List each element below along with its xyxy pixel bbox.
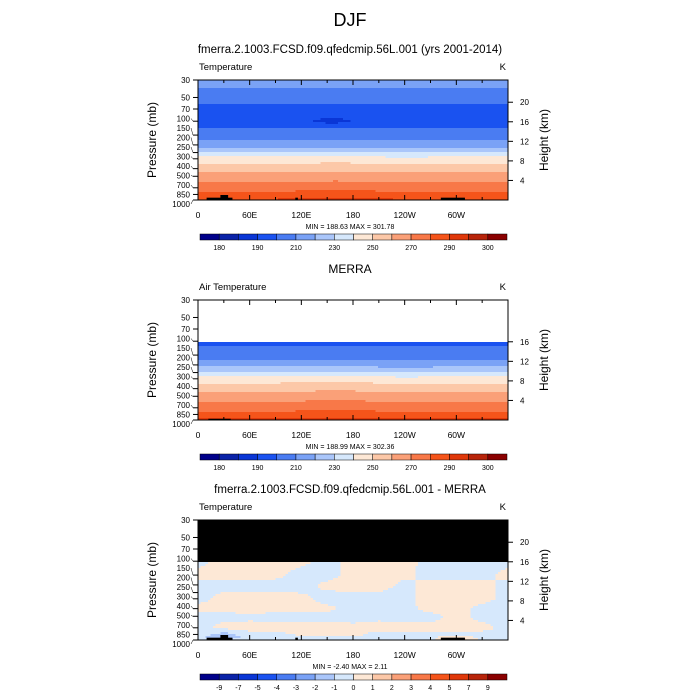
- panel-title: fmerra.2.1003.FCSD.f09.qfedcmip.56L.001 …: [198, 44, 502, 56]
- figure: DJF fmerra.2.1003.FCSD.f09.qfedcmip.56L.…: [0, 0, 700, 700]
- panel-left-label: Temperature: [199, 62, 252, 73]
- figure-title: DJF: [334, 10, 367, 30]
- contour-field: [198, 80, 508, 200]
- panel-units-label: K: [500, 62, 507, 73]
- panel-model: fmerra.2.1003.FCSD.f09.qfedcmip.56L.001 …: [145, 44, 551, 252]
